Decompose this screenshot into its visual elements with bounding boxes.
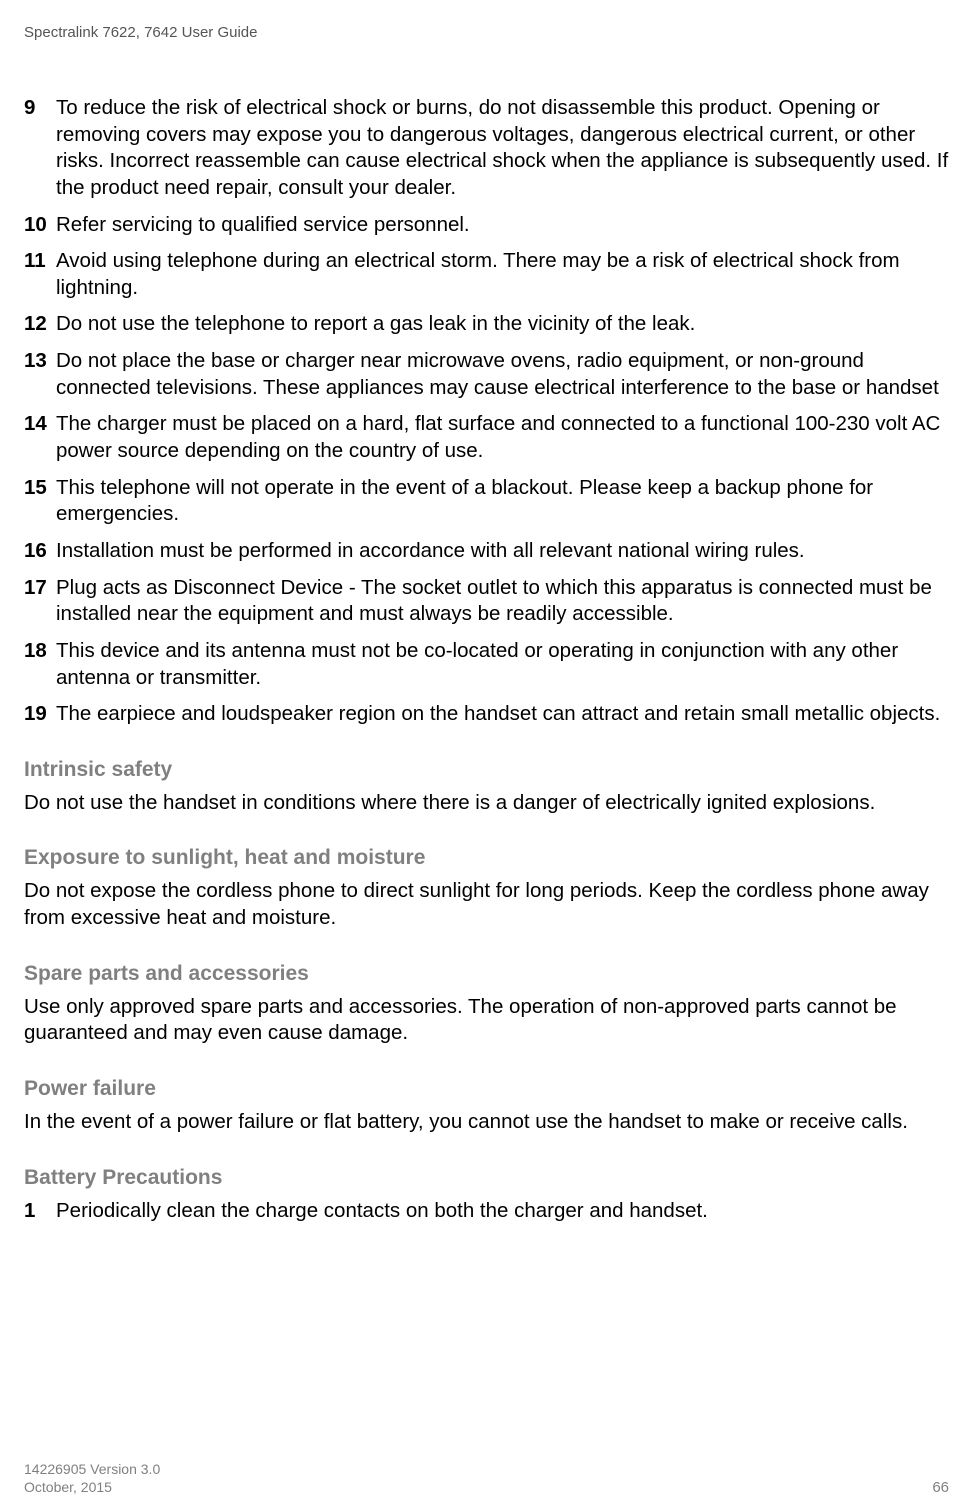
item-number: 19 bbox=[24, 701, 56, 728]
list-item: 16 Installation must be performed in acc… bbox=[24, 538, 949, 565]
section-heading-spare-parts: Spare parts and accessories bbox=[24, 962, 949, 986]
item-number: 1 bbox=[24, 1198, 56, 1225]
list-item: 10 Refer servicing to qualified service … bbox=[24, 212, 949, 239]
item-text: This device and its antenna must not be … bbox=[56, 638, 949, 691]
section-heading-battery-precautions: Battery Precautions bbox=[24, 1166, 949, 1190]
item-text: To reduce the risk of electrical shock o… bbox=[56, 95, 949, 202]
item-number: 17 bbox=[24, 575, 56, 628]
footer-date: October, 2015 bbox=[24, 1478, 160, 1496]
list-item: 19 The earpiece and loudspeaker region o… bbox=[24, 701, 949, 728]
item-number: 13 bbox=[24, 348, 56, 401]
item-text: Periodically clean the charge contacts o… bbox=[56, 1198, 949, 1225]
item-number: 12 bbox=[24, 311, 56, 338]
document-page: Spectralink 7622, 7642 User Guide 9 To r… bbox=[0, 0, 973, 1510]
item-number: 15 bbox=[24, 475, 56, 528]
item-text: Plug acts as Disconnect Device - The soc… bbox=[56, 575, 949, 628]
item-text: Avoid using telephone during an electric… bbox=[56, 248, 949, 301]
list-item: 14 The charger must be placed on a hard,… bbox=[24, 411, 949, 464]
item-number: 14 bbox=[24, 411, 56, 464]
item-text: The earpiece and loudspeaker region on t… bbox=[56, 701, 949, 728]
item-number: 18 bbox=[24, 638, 56, 691]
page-header: Spectralink 7622, 7642 User Guide bbox=[24, 24, 949, 41]
item-text: Installation must be performed in accord… bbox=[56, 538, 949, 565]
section-heading-exposure: Exposure to sunlight, heat and moisture bbox=[24, 846, 949, 870]
item-text: Do not use the telephone to report a gas… bbox=[56, 311, 949, 338]
list-item: 12 Do not use the telephone to report a … bbox=[24, 311, 949, 338]
item-number: 16 bbox=[24, 538, 56, 565]
item-number: 10 bbox=[24, 212, 56, 239]
item-number: 9 bbox=[24, 95, 56, 202]
list-item: 15 This telephone will not operate in th… bbox=[24, 475, 949, 528]
list-item: 17 Plug acts as Disconnect Device - The … bbox=[24, 575, 949, 628]
section-body: Use only approved spare parts and access… bbox=[24, 994, 949, 1047]
section-body: In the event of a power failure or flat … bbox=[24, 1109, 949, 1136]
item-text: Do not place the base or charger near mi… bbox=[56, 348, 949, 401]
footer-left: 14226905 Version 3.0 October, 2015 bbox=[24, 1460, 160, 1496]
footer-page-number: 66 bbox=[932, 1479, 949, 1496]
page-footer: 14226905 Version 3.0 October, 2015 66 bbox=[24, 1460, 949, 1496]
list-item: 1 Periodically clean the charge contacts… bbox=[24, 1198, 949, 1225]
section-heading-intrinsic-safety: Intrinsic safety bbox=[24, 758, 949, 782]
item-text: This telephone will not operate in the e… bbox=[56, 475, 949, 528]
list-item: 9 To reduce the risk of electrical shock… bbox=[24, 95, 949, 202]
item-text: The charger must be placed on a hard, fl… bbox=[56, 411, 949, 464]
item-number: 11 bbox=[24, 248, 56, 301]
header-title: Spectralink 7622, 7642 User Guide bbox=[24, 24, 257, 41]
safety-list: 9 To reduce the risk of electrical shock… bbox=[24, 95, 949, 728]
item-text: Refer servicing to qualified service per… bbox=[56, 212, 949, 239]
section-body: Do not use the handset in conditions whe… bbox=[24, 790, 949, 817]
section-heading-power-failure: Power failure bbox=[24, 1077, 949, 1101]
battery-list: 1 Periodically clean the charge contacts… bbox=[24, 1198, 949, 1225]
footer-doc-version: 14226905 Version 3.0 bbox=[24, 1460, 160, 1478]
list-item: 18 This device and its antenna must not … bbox=[24, 638, 949, 691]
list-item: 13 Do not place the base or charger near… bbox=[24, 348, 949, 401]
section-body: Do not expose the cordless phone to dire… bbox=[24, 878, 949, 931]
list-item: 11 Avoid using telephone during an elect… bbox=[24, 248, 949, 301]
